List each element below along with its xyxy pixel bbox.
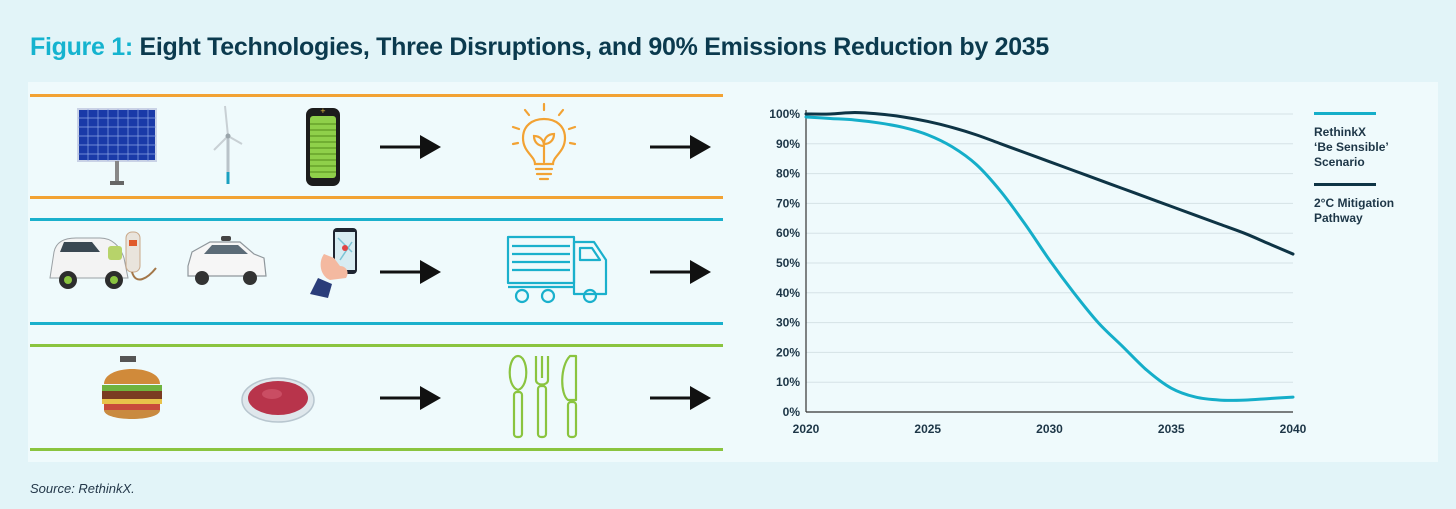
y-tick-label: 50% xyxy=(776,256,800,270)
y-tick-label: 60% xyxy=(776,226,800,240)
y-tick-label: 0% xyxy=(783,405,801,419)
emissions-line-chart: 0% 10% 20% 30% 40% 50% 60% 70% 80% 90% 100% 2020 20… xyxy=(769,107,1307,436)
x-tick-label: 2030 xyxy=(1036,422,1063,436)
figure-title-text: Eight Technologies, Three Disruptions, a… xyxy=(139,33,1050,61)
autonomous-car-icon xyxy=(187,236,267,285)
figure-number: Figure 1: xyxy=(30,33,133,61)
x-tick-label: 2040 xyxy=(1280,422,1307,436)
y-tick-label: 10% xyxy=(776,375,800,389)
y-tick-label: 100% xyxy=(769,107,800,121)
y-tick-label: 90% xyxy=(776,137,800,151)
figure-panel: + xyxy=(28,82,1438,462)
y-tick-label: 70% xyxy=(776,196,800,210)
food-rule-top xyxy=(30,344,723,347)
energy-rule-top xyxy=(30,94,723,97)
plant-based-burger-icon xyxy=(102,356,162,419)
legend-label-scenario: RethinkX ‘Be Sensible’ Scenario xyxy=(1314,125,1389,169)
disruption-rows: + xyxy=(49,102,711,439)
series-line-pathway xyxy=(804,111,1295,256)
figure-title: Figure 1: Eight Technologies, Three Disr… xyxy=(30,33,1049,62)
y-tick-label: 40% xyxy=(776,286,800,300)
legend-swatch-scenario xyxy=(1314,112,1376,115)
x-tick-label: 2035 xyxy=(1158,422,1185,436)
transport-rule-top xyxy=(30,218,723,221)
x-tick-label: 2020 xyxy=(793,422,820,436)
truck-icon xyxy=(506,235,608,304)
battery-icon: + xyxy=(306,107,340,186)
cultured-meat-icon xyxy=(241,377,315,423)
solar-panel-icon xyxy=(77,108,157,185)
svg-text:+: + xyxy=(320,107,326,115)
food-rule-bottom xyxy=(30,448,723,451)
lightbulb-icon xyxy=(511,102,577,181)
wind-turbine-icon xyxy=(213,105,243,184)
transport-rule-bottom xyxy=(30,322,723,325)
y-tick-label: 80% xyxy=(776,167,800,181)
series-line-scenario xyxy=(804,115,1295,402)
y-tick-label: 20% xyxy=(776,345,800,359)
legend-swatch-pathway xyxy=(1314,183,1376,186)
source-note: Source: RethinkX. xyxy=(30,481,135,496)
legend-label-pathway: 2°C Mitigation Pathway xyxy=(1314,196,1395,225)
y-tick-label: 30% xyxy=(776,316,800,330)
x-tick-label: 2025 xyxy=(914,422,941,436)
cutlery-icon xyxy=(508,354,578,439)
energy-rule-bottom xyxy=(30,196,723,199)
ride-hailing-phone-icon xyxy=(310,228,357,298)
electric-car-icon xyxy=(49,231,157,289)
